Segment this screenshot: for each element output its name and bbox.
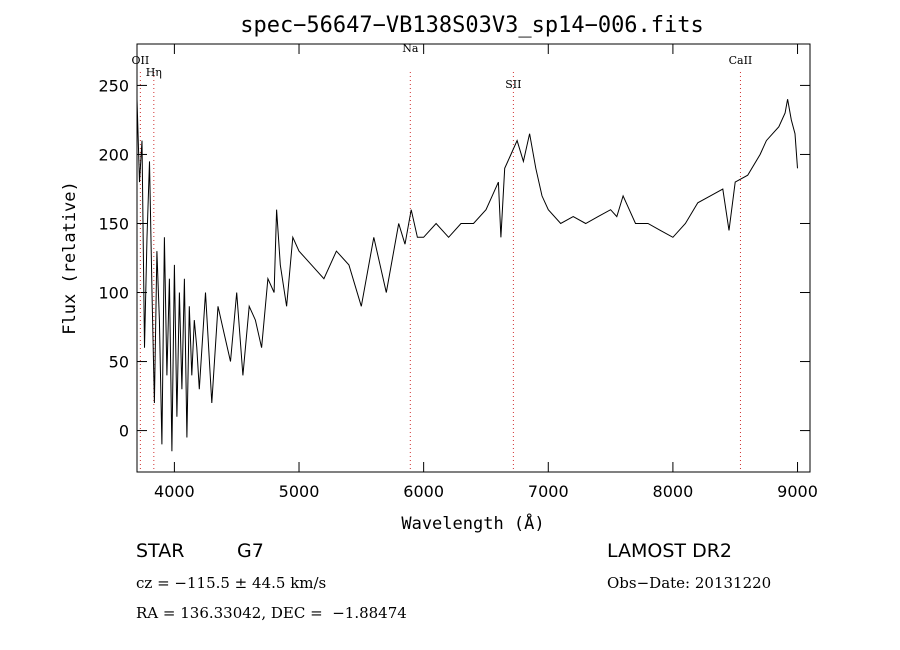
object-class: STAR <box>136 540 185 562</box>
survey-name: LAMOST DR2 <box>607 540 732 562</box>
spectral-line-label: SII <box>505 78 521 91</box>
x-tick-label: 7000 <box>528 482 569 501</box>
spectral-line-label: CaII <box>729 54 753 67</box>
chart-title: spec−56647−VB138S03V3_sp14−006.fits <box>240 13 704 38</box>
y-tick-label: 50 <box>109 353 129 372</box>
coordinates-text: RA = 136.33042, DEC = −1.88474 <box>136 604 407 622</box>
y-tick-label: 150 <box>98 214 129 233</box>
obs-date-text: Obs−Date: 20131220 <box>607 574 772 592</box>
axis-ticks: 4000 5000 6000 7000 8000 9000 0 50 100 150 200 250 <box>98 44 818 501</box>
y-tick-label: 100 <box>98 284 129 303</box>
plot-frame <box>136 43 811 473</box>
redshift-text: cz = −115.5 ± 44.5 km/s <box>136 574 327 592</box>
x-axis-label: Wavelength (Å) <box>401 512 544 534</box>
y-tick-label: 0 <box>119 422 129 441</box>
x-tick-label: 6000 <box>403 482 444 501</box>
y-tick-label: 200 <box>98 145 129 164</box>
object-subclass: G7 <box>237 540 264 562</box>
spectrum-line <box>136 99 798 452</box>
x-tick-label: 9000 <box>777 482 818 501</box>
spectral-line-label: OII <box>132 54 150 67</box>
x-tick-label: 4000 <box>154 482 195 501</box>
y-axis-label: Flux (relative) <box>60 181 80 335</box>
spectral-line-label: Na <box>402 42 419 55</box>
spectral-line-label: Hη <box>146 66 162 79</box>
x-tick-label: 5000 <box>279 482 320 501</box>
y-tick-label: 250 <box>98 76 129 95</box>
x-tick-label: 8000 <box>653 482 694 501</box>
